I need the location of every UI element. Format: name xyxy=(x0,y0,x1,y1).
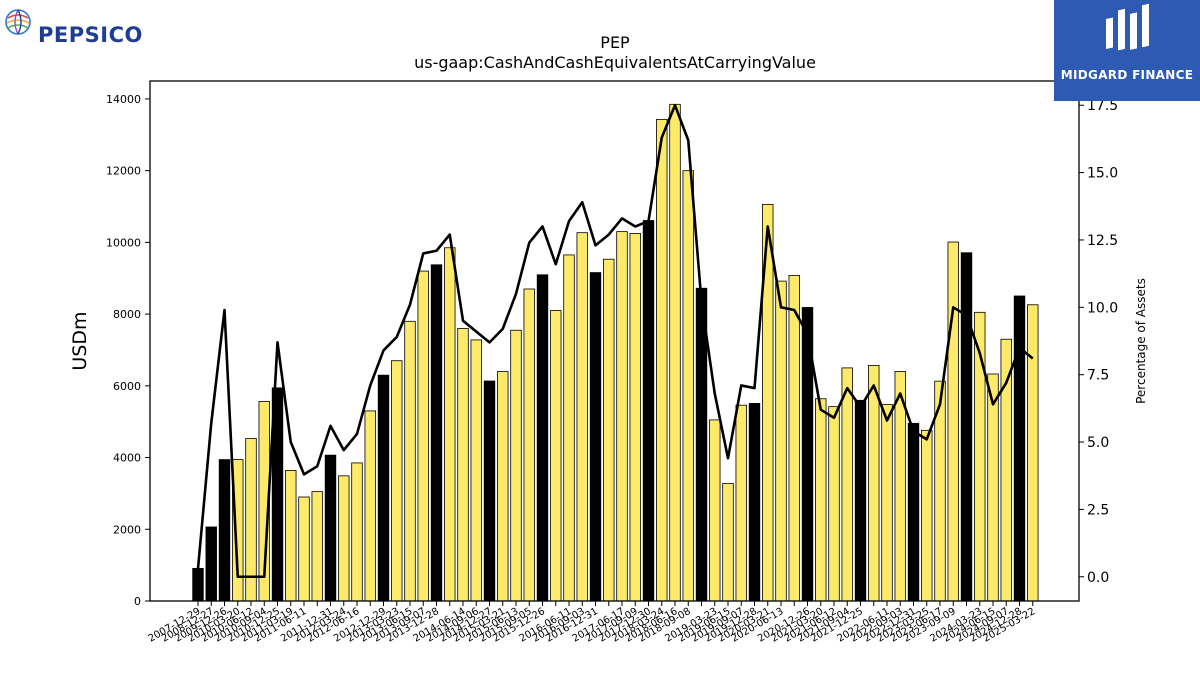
midgard-finance-logo: MIDGARD FINANCE xyxy=(1054,0,1200,101)
y2-tick-label: 10.0 xyxy=(1087,300,1118,316)
bar-2012-03-24 xyxy=(338,475,350,602)
bar-2019-12-28 xyxy=(748,403,761,602)
bar-2021-09-04 xyxy=(841,367,853,602)
bar-2013-12-28 xyxy=(430,264,443,602)
bar-2011-12-31 xyxy=(324,454,337,602)
bar-2012-12-29 xyxy=(377,374,390,602)
bar-2022-03-19 xyxy=(868,364,880,602)
bar-2018-09-08 xyxy=(682,170,694,602)
bar-2011-06-11 xyxy=(298,496,310,602)
bar-2011-09-03 xyxy=(311,491,323,602)
y-axis-left: 0 2000 4000 6000 8000 10000 12000 14000 xyxy=(106,93,150,608)
bar-2015-12-26 xyxy=(536,274,549,602)
y-tick-label: 10000 xyxy=(106,236,141,249)
bar-2015-09-05 xyxy=(523,288,535,602)
bar-2014-09-06 xyxy=(470,339,482,602)
bar-2012-06-16 xyxy=(351,462,363,602)
pepsico-wordmark: PEPSICO xyxy=(38,23,143,47)
midgard-finance-wordmark: MIDGARD FINANCE xyxy=(1060,68,1194,82)
bar-2022-06-11 xyxy=(881,404,893,602)
y2-tick-label: 17.5 xyxy=(1087,98,1118,114)
bar-2016-12-31 xyxy=(589,272,602,602)
line-series xyxy=(196,103,1034,579)
bar-2014-03-22 xyxy=(444,247,456,602)
bar-series xyxy=(192,103,1039,602)
bar-2019-06-15 xyxy=(722,482,734,602)
pepsico-logo: PEPSICO xyxy=(4,6,174,47)
bar-2016-09-03 xyxy=(576,232,588,602)
bar-2011-03-19 xyxy=(285,470,297,602)
y-tick-label: 2000 xyxy=(113,523,141,536)
midgard-emblem-icon xyxy=(1106,3,1149,51)
bar-2017-03-25 xyxy=(603,258,615,602)
bar-2023-03-25 xyxy=(921,429,933,602)
bar-2015-06-13 xyxy=(510,329,522,602)
plot-frame xyxy=(149,80,1080,602)
bar-2007-12-29 xyxy=(192,567,204,602)
bar-2015-03-21 xyxy=(497,371,509,602)
bar-2019-09-07 xyxy=(735,404,747,602)
y-tick-label: 14000 xyxy=(106,93,141,106)
chart-title: PEP xyxy=(600,33,630,52)
y2-tick-label: 7.5 xyxy=(1087,368,1109,384)
percentage-line xyxy=(196,103,1034,579)
bar-2017-09-09 xyxy=(629,233,641,602)
bar-2014-12-27 xyxy=(483,380,496,602)
chart-subtitle: us-gaap:CashAndCashEquivalentsAtCarrying… xyxy=(414,53,816,72)
y-tick-label: 0 xyxy=(134,595,141,608)
bar-2025-03-22 xyxy=(1027,304,1039,602)
y-tick-label: 6000 xyxy=(113,380,141,393)
y2-axis-label: Percentage of Assets xyxy=(1134,278,1148,404)
bar-2024-12-28 xyxy=(1013,295,1026,602)
bar-2021-03-20 xyxy=(815,398,827,602)
bar-2013-03-23 xyxy=(391,360,403,602)
y2-tick-label: 2.5 xyxy=(1087,502,1109,518)
bar-2019-03-23 xyxy=(709,419,721,602)
y2-tick-label: 5.0 xyxy=(1087,435,1109,451)
bar-2020-09-05 xyxy=(788,274,800,602)
bar-2013-09-07 xyxy=(417,270,429,602)
bar-2016-03-19 xyxy=(550,310,562,602)
bar-2024-09-07 xyxy=(1000,338,1012,602)
bar-2018-03-24 xyxy=(656,118,668,602)
bar-2018-06-16 xyxy=(669,103,681,602)
x-axis: 2007-12-292008-12-272009-12-262010-03-20… xyxy=(147,601,1037,645)
y-axis-right: 0.0 2.5 5.0 7.5 10.0 12.5 15.0 17.5 xyxy=(1079,98,1118,586)
bar-2021-06-12 xyxy=(828,406,840,602)
bar-2024-06-15 xyxy=(987,373,999,602)
bar-2012-09-08 xyxy=(364,410,376,602)
bar-2022-12-31 xyxy=(907,422,920,602)
bar-2023-09-09 xyxy=(947,241,959,602)
y-tick-label: 12000 xyxy=(106,165,141,178)
y2-tick-label: 12.5 xyxy=(1087,233,1118,249)
y-axis-label: USDm xyxy=(69,311,91,370)
bar-2020-06-13 xyxy=(775,280,787,602)
bar-2017-06-17 xyxy=(616,231,628,602)
bar-2017-12-30 xyxy=(642,220,655,602)
bar-2021-12-25 xyxy=(854,399,867,602)
bar-2013-06-15 xyxy=(404,320,416,602)
bar-2016-06-11 xyxy=(563,254,575,602)
y-tick-label: 8000 xyxy=(113,308,141,321)
bar-2008-12-27 xyxy=(205,526,217,602)
globe-icon xyxy=(5,9,31,35)
bar-2023-12-30 xyxy=(960,252,973,602)
bar-2009-12-26 xyxy=(218,459,231,602)
y2-tick-label: 0.0 xyxy=(1087,570,1109,586)
bar-2014-06-14 xyxy=(457,328,469,602)
y-tick-label: 4000 xyxy=(113,452,141,465)
y2-tick-label: 15.0 xyxy=(1087,166,1118,182)
